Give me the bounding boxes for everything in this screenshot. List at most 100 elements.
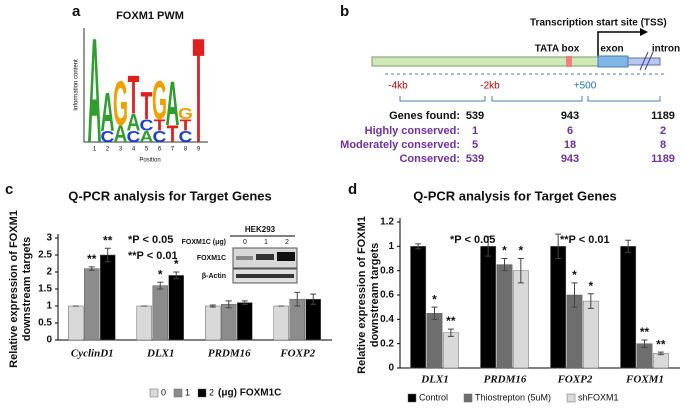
logo-letter: T	[180, 116, 192, 134]
blot-band	[277, 252, 295, 261]
y-label: Relative expression of FOXM1	[8, 210, 20, 368]
y-tick-label: 0.8	[380, 265, 394, 276]
error-bar	[225, 300, 232, 309]
table-header: Genes found:	[389, 110, 460, 122]
legend-swatch	[197, 388, 207, 398]
y-tick-label: 0.4	[380, 314, 394, 325]
tss-arrow	[597, 31, 640, 57]
table-value: 8	[660, 139, 666, 151]
legend-swatch	[463, 393, 473, 403]
error-bar	[501, 258, 508, 272]
logo-letter: A	[166, 68, 180, 138]
error-bar	[625, 239, 632, 253]
table-value: 1189	[651, 153, 675, 165]
y-label: Relative expression of FOXM1	[356, 216, 368, 374]
logo-title: FOXM1 PWM	[116, 10, 184, 22]
y-label: downstream targets	[21, 237, 33, 342]
table-row-label: Highly conserved:	[365, 125, 460, 137]
y-tick-label: 1	[388, 241, 394, 252]
error-bar	[641, 339, 648, 348]
bar	[305, 298, 321, 341]
error-bar	[157, 281, 164, 290]
error-bar	[104, 247, 111, 263]
bar	[236, 302, 253, 341]
significance: *	[432, 292, 437, 306]
position-label: +500	[574, 81, 597, 92]
significance: *	[502, 244, 507, 258]
logo-position: 9	[197, 147, 201, 153]
blot-band	[256, 254, 274, 260]
bar	[168, 275, 184, 341]
panel-label: b	[340, 3, 349, 20]
logo-letter: A	[127, 110, 141, 136]
legend-label: 2	[209, 387, 214, 397]
y-tick-label: 2.5	[38, 250, 52, 261]
x-tick-label: FOXM1	[625, 374, 664, 386]
logo-letter: C	[153, 128, 167, 146]
position-label: -4kb	[388, 81, 408, 92]
legend-label: 0	[161, 387, 166, 397]
tss-arrowhead	[640, 28, 648, 36]
logo-letter: G	[178, 105, 193, 123]
y-label: downstream targets	[369, 243, 381, 348]
significance: **	[87, 252, 97, 266]
intron-label: intron	[652, 44, 680, 55]
table-value: 6	[567, 125, 573, 137]
bar	[620, 246, 637, 369]
panel-label: c	[5, 181, 13, 198]
blot-dose: 1	[264, 239, 268, 246]
bar	[550, 246, 567, 369]
x-tick-label: DLX1	[420, 374, 449, 386]
logo-letter: T	[141, 84, 153, 128]
break	[644, 51, 654, 71]
bar	[410, 246, 427, 369]
table-row-label: Conserved:	[399, 153, 460, 165]
legend-label: 1	[185, 387, 190, 397]
y-tick-label: 0.5	[38, 318, 52, 329]
legend-swatch	[407, 393, 417, 403]
blot-dose-label: FOXM1C (μg)	[182, 239, 226, 246]
error-bar	[173, 271, 180, 280]
x-tick-label: CyclinD1	[71, 348, 114, 360]
logo-letter: G	[152, 70, 167, 131]
error-bar	[447, 328, 454, 337]
significance: **	[656, 337, 666, 351]
significance: **	[103, 233, 113, 247]
error-bar	[88, 266, 95, 271]
note: *P < 0.05	[450, 234, 495, 246]
bar	[442, 332, 459, 369]
bar	[152, 285, 168, 341]
table-value: 943	[561, 153, 579, 165]
bar	[68, 305, 84, 341]
table-value: 539	[466, 110, 484, 122]
legend-swatch	[566, 393, 576, 403]
logo-position: 3	[119, 147, 123, 153]
chart-title: Q-PCR analysis for Target Genes	[413, 188, 617, 203]
y-tick-label: 1.2	[380, 217, 394, 228]
significance: **	[640, 325, 650, 339]
logo-y-label: Information content	[74, 59, 80, 111]
tata-label: TATA box	[535, 44, 580, 55]
error-bar	[517, 258, 524, 284]
bar	[480, 246, 497, 369]
logo-letter: A	[114, 121, 128, 147]
blot-row-label: β-Actin	[202, 273, 226, 280]
logo-letter: A	[101, 81, 115, 142]
logo-letter: A	[140, 128, 154, 146]
legend-suffix: (μg) FOXM1C	[218, 388, 281, 399]
bar	[84, 268, 100, 341]
position-label: -2kb	[480, 81, 500, 92]
break	[639, 51, 649, 71]
logo-position: 1	[93, 147, 97, 153]
logo-x-label: Position	[139, 158, 160, 164]
note: *P < 0.05	[128, 234, 173, 246]
error-bar	[657, 351, 664, 356]
table-value: 539	[466, 153, 484, 165]
error-bar	[555, 233, 562, 259]
y-tick-label: 1.5	[38, 284, 52, 295]
chart-title: Q-PCR analysis for Target Genes	[68, 188, 272, 203]
tss-label: Transcription start site (TSS)	[530, 18, 667, 29]
table-row-label: Moderately conserved:	[340, 139, 460, 151]
bar	[426, 313, 443, 369]
